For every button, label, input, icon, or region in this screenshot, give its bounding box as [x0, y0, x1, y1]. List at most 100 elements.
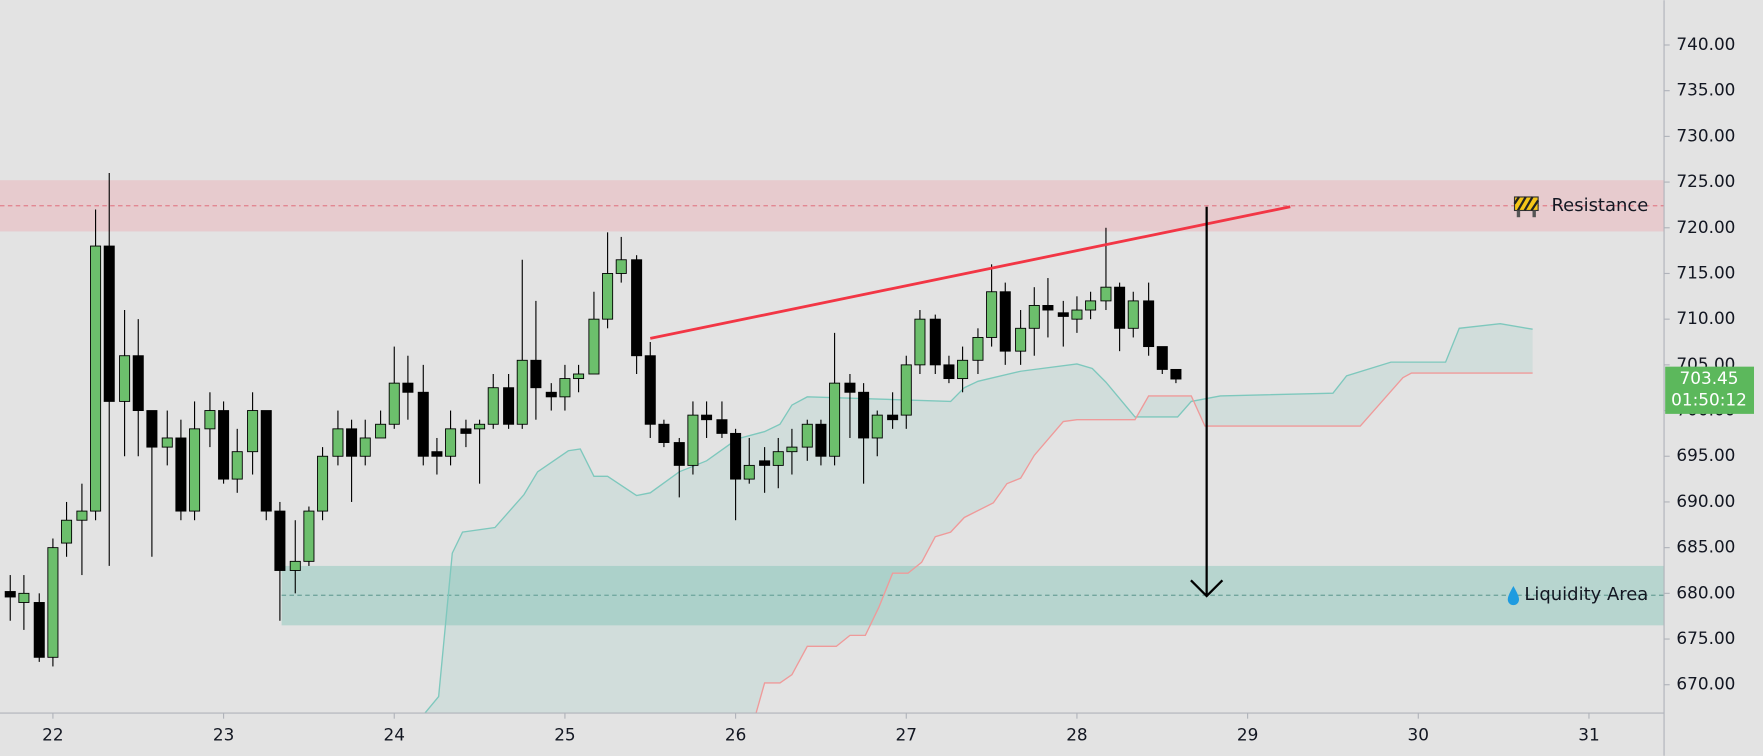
countdown-label: 01:50:12: [1671, 389, 1747, 409]
candle-body: [1127, 300, 1139, 329]
y-tick-label: 715.00: [1676, 262, 1735, 282]
candle-body: [431, 451, 443, 457]
candle-body: [1100, 286, 1112, 302]
candle-body: [815, 423, 827, 457]
candle-body: [559, 378, 571, 398]
candle-body: [47, 547, 59, 658]
candle-body: [545, 391, 557, 398]
candle-body: [1170, 368, 1182, 380]
candle-body: [4, 591, 16, 598]
candle-body: [33, 602, 45, 658]
candle-body: [1114, 286, 1126, 329]
arrow-head: [1190, 579, 1224, 598]
candle-body: [503, 387, 515, 425]
candle-body: [658, 423, 670, 443]
candle-body: [772, 451, 784, 466]
plot-area: [0, 172, 1665, 714]
cloud-fill: [424, 323, 1533, 714]
price-tag: [1665, 366, 1755, 414]
candle-body: [359, 437, 371, 457]
axes: [0, 0, 1665, 756]
candle-body: [871, 414, 883, 439]
candle-body: [161, 437, 173, 448]
candle-body: [18, 592, 30, 603]
candle-body: [274, 510, 286, 571]
candle-body: [900, 364, 912, 416]
candle-body: [858, 391, 870, 439]
candle-body: [1015, 327, 1027, 352]
candle-body: [730, 432, 742, 480]
candle-body: [829, 382, 841, 457]
candle-body: [687, 414, 699, 466]
x-tick-label: 27: [896, 725, 917, 745]
y-tick-label: 730.00: [1676, 125, 1735, 145]
y-tick-label: 710.00: [1676, 308, 1735, 328]
x-tick-label: 29: [1237, 725, 1258, 745]
candle-body: [487, 387, 499, 425]
candle-body: [1042, 305, 1054, 311]
candle-body: [218, 410, 230, 480]
y-tick-label: 695.00: [1676, 445, 1735, 465]
candle-body: [90, 245, 102, 512]
candle-body: [716, 419, 728, 434]
y-tick-label: 675.00: [1676, 628, 1735, 648]
price-tag-label: 703.45: [1680, 368, 1739, 388]
x-tick-label: 26: [725, 725, 746, 745]
candle-body: [914, 318, 926, 366]
y-tick-label: 670.00: [1676, 674, 1735, 694]
cloud-line: [424, 323, 1533, 714]
cloud-line: [755, 372, 1533, 714]
x-tick-label: 28: [1066, 725, 1087, 745]
candle-body: [999, 291, 1011, 352]
zone-label: Liquidity Area: [1524, 584, 1648, 605]
candle-body: [573, 373, 585, 380]
candle-body: [474, 423, 486, 430]
candle-body: [1156, 346, 1168, 370]
candle-body: [175, 437, 187, 512]
candle-body: [260, 410, 272, 512]
candle-body: [759, 460, 771, 466]
y-tick-label: 680.00: [1676, 582, 1735, 602]
y-tick-label: 720.00: [1676, 217, 1735, 237]
candle-body: [943, 364, 955, 380]
zone-band: [0, 180, 1665, 232]
candle-body: [1071, 309, 1083, 320]
candle-body: [801, 423, 813, 448]
y-tick-label: 685.00: [1676, 537, 1735, 557]
candle-body: [388, 382, 400, 425]
candle-body: [146, 410, 158, 448]
candle-body: [119, 355, 131, 402]
candle-body: [204, 410, 216, 430]
candle-body: [1085, 300, 1097, 311]
candle-body: [76, 510, 88, 521]
candle-body: [743, 464, 755, 480]
candle-body: [673, 442, 685, 466]
candle-body: [317, 455, 329, 512]
candle-body: [588, 318, 600, 375]
candle-body: [986, 291, 998, 338]
candle-body: [516, 359, 528, 425]
candle-body: [786, 446, 798, 453]
resistance-icon: [1513, 196, 1540, 218]
x-tick-label: 31: [1578, 725, 1599, 745]
x-tick-label: 30: [1408, 725, 1429, 745]
candle-body: [972, 336, 984, 361]
trendline: [649, 205, 1291, 340]
candle-body: [289, 560, 301, 571]
candle-body: [887, 414, 899, 421]
liquidity-icon: [1507, 586, 1520, 606]
candle-body: [1143, 300, 1155, 348]
candle-body: [332, 428, 344, 457]
candle-body: [231, 451, 243, 480]
candle-body: [417, 391, 429, 457]
candle-body: [247, 410, 259, 453]
candle-body: [615, 259, 627, 274]
candle-body: [530, 359, 542, 389]
x-tick-label: 25: [554, 725, 575, 745]
candle-body: [929, 318, 941, 366]
zone-band: [281, 565, 1665, 626]
candle-body: [844, 382, 856, 393]
